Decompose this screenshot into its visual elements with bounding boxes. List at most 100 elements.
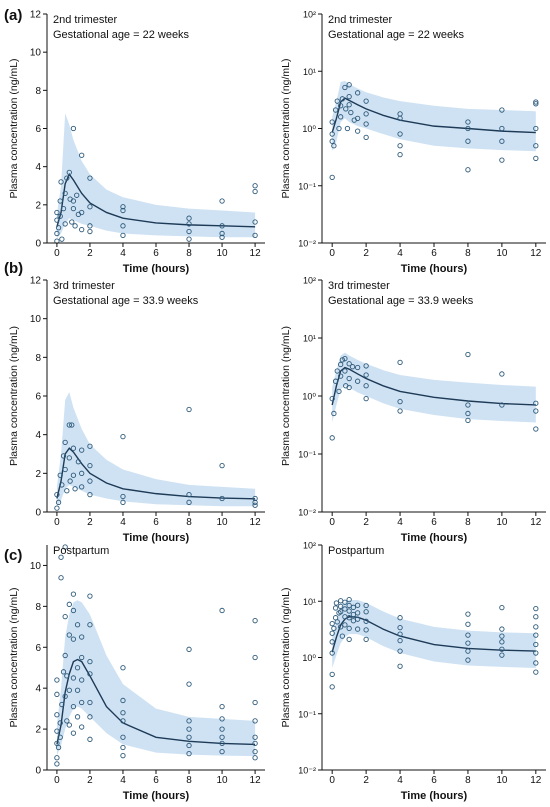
data-point — [354, 610, 361, 616]
data-point — [186, 726, 192, 732]
data-point — [70, 205, 77, 212]
data-point — [333, 600, 340, 606]
data-point — [58, 554, 64, 560]
data-point — [346, 602, 352, 609]
data-point — [499, 402, 505, 408]
y-tick-label: 8 — [35, 86, 41, 97]
data-point — [62, 693, 68, 700]
data-point — [343, 106, 349, 112]
data-point — [59, 236, 65, 242]
x-tick-label: 4 — [120, 775, 126, 786]
data-point — [219, 748, 225, 755]
panel-label: (c) — [4, 547, 22, 564]
data-point — [252, 734, 258, 740]
data-point — [58, 179, 64, 185]
data-point — [331, 410, 337, 417]
data-point — [70, 607, 77, 614]
data-point — [533, 605, 539, 612]
data-point — [342, 368, 348, 374]
y-tick-label: 10⁰ — [302, 653, 316, 663]
y-tick-label: 10² — [303, 10, 316, 20]
prediction-band — [56, 113, 256, 239]
data-point — [465, 657, 471, 663]
x-tick-label: 2 — [87, 248, 93, 259]
y-tick-label: 10¹ — [303, 67, 316, 77]
y-tick-label: 8 — [35, 353, 41, 364]
data-point — [342, 599, 348, 605]
panel-annotation: 2nd trimester — [53, 14, 118, 26]
x-tick-label: 10 — [216, 517, 228, 528]
panel-annotation: Postpartum — [328, 545, 384, 557]
data-point — [252, 748, 258, 755]
data-point — [70, 198, 77, 204]
data-point — [186, 221, 192, 227]
data-point — [363, 627, 369, 633]
x-tick-label: 0 — [54, 248, 60, 259]
data-point — [57, 198, 63, 204]
data-point — [62, 466, 68, 473]
data-point — [397, 624, 403, 631]
y-tick-label: 12 — [30, 10, 42, 21]
data-point — [74, 622, 81, 628]
data-point — [67, 478, 73, 484]
x-tick-label: 6 — [431, 248, 437, 259]
data-point — [348, 109, 354, 116]
prediction-line — [56, 658, 256, 746]
data-point — [338, 624, 344, 630]
data-point — [331, 625, 337, 631]
x-axis-label: Time (hours) — [123, 532, 190, 544]
y-tick-label: 10 — [30, 561, 42, 572]
data-point — [186, 228, 192, 235]
data-point — [79, 209, 85, 216]
prediction-line — [56, 172, 256, 228]
data-point — [219, 716, 225, 722]
data-point — [499, 125, 505, 132]
data-point — [70, 445, 77, 451]
y-tick-label: 10 — [30, 314, 42, 325]
y-tick-label: 2 — [35, 725, 41, 736]
x-tick-label: 10 — [216, 248, 228, 259]
data-point — [252, 219, 258, 225]
data-point — [87, 699, 93, 706]
data-point — [120, 718, 126, 724]
data-point — [363, 111, 369, 117]
data-point — [465, 417, 471, 424]
data-point — [465, 410, 471, 417]
data-point — [533, 641, 539, 648]
data-point — [186, 742, 192, 749]
x-tick-label: 6 — [153, 517, 159, 528]
data-point — [346, 375, 352, 382]
prediction-band — [332, 600, 536, 669]
data-point — [397, 408, 403, 414]
data-point — [120, 744, 126, 751]
data-point — [363, 396, 369, 402]
data-point — [339, 357, 346, 363]
y-tick-label: 2 — [35, 469, 41, 480]
x-tick-label: 2 — [363, 248, 369, 259]
x-axis-label: Time (hours) — [401, 532, 468, 544]
data-point — [62, 190, 68, 197]
x-tick-label: 0 — [329, 517, 335, 528]
x-tick-label: 0 — [329, 248, 335, 259]
y-tick-label: 10⁻² — [298, 766, 316, 776]
chart-panel: 0 2 4 6 8 10 12 0 2 4 6 8 10 12 Time (hours) Plasma con… — [4, 7, 265, 275]
data-point — [87, 478, 93, 484]
data-point — [499, 107, 505, 113]
data-point — [120, 753, 126, 759]
data-point — [465, 640, 471, 646]
y-tick-label: 4 — [35, 430, 41, 441]
data-point — [87, 593, 93, 599]
data-point — [64, 488, 70, 494]
data-point — [120, 232, 126, 239]
x-axis-label: Time (hours) — [123, 790, 190, 802]
data-point — [363, 383, 369, 389]
data-point — [363, 121, 369, 127]
x-tick-label: 12 — [530, 775, 542, 786]
y-tick-label: 4 — [35, 162, 41, 173]
data-point — [54, 491, 60, 498]
panel-annotation: Gestational age = 22 weeks — [328, 29, 465, 41]
data-point — [70, 675, 77, 681]
data-point — [87, 658, 93, 665]
data-point — [219, 607, 225, 614]
data-point — [79, 152, 85, 158]
